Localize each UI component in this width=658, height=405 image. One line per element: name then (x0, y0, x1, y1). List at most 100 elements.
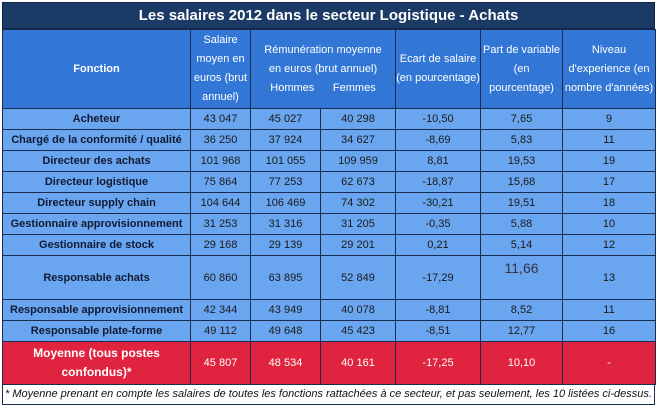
cell-hommes: 45 027 (250, 108, 321, 130)
cell-salaire: 42 344 (190, 299, 251, 321)
cell-fonction: Gestionnaire approvisionnement (2, 213, 191, 235)
cell-variable: 5,83 (480, 129, 564, 151)
cell-fonction: Directeur logistique (2, 171, 191, 193)
cell-variable: 8,52 (480, 299, 564, 321)
cell-salaire: 31 253 (190, 213, 251, 235)
cell-ecart: -30,21 (395, 192, 482, 214)
cell-hommes: 106 469 (250, 192, 321, 214)
cell-femmes: 40 078 (319, 299, 397, 321)
header-salaire-moyen: Salaire moyen en euros (brut annuel) (190, 29, 251, 109)
footnote: * Moyenne prenant en compte les salaires… (2, 385, 655, 405)
cell-variable: 11,66 (480, 255, 564, 300)
cell-experience: 12 (562, 234, 657, 256)
cell-ecart: 8,81 (395, 150, 482, 172)
cell-femmes: 31 205 (319, 213, 397, 235)
average-ecart: -17,25 (395, 341, 482, 385)
table-row: Gestionnaire approvisionnement 31 253 31 3… (2, 213, 657, 235)
table-row: Chargé de la conformité / qualité 36 250 3… (2, 129, 657, 151)
cell-variable: 5,14 (480, 234, 564, 256)
average-salaire: 45 807 (190, 341, 251, 385)
cell-fonction: Directeur des achats (2, 150, 191, 172)
cell-experience: 10 (562, 213, 657, 235)
table-row: Acheteur 43 047 45 027 40 298 -10,50 7,65 9 (2, 108, 657, 130)
cell-experience: 18 (562, 192, 657, 214)
cell-hommes: 77 253 (250, 171, 321, 193)
cell-fonction: Gestionnaire de stock (2, 234, 191, 256)
cell-salaire: 60 860 (190, 255, 251, 300)
cell-hommes: 43 949 (250, 299, 321, 321)
cell-femmes: 34 627 (319, 129, 397, 151)
cell-ecart: -8,69 (395, 129, 482, 151)
header-ecart: Ecart de salaire (en pourcentage) (395, 29, 482, 109)
cell-femmes: 40 298 (319, 108, 397, 130)
header-experience: Niveau d'experience (en nombre d'années) (562, 29, 657, 109)
cell-ecart: -0,35 (395, 213, 482, 235)
cell-hommes: 31 316 (250, 213, 321, 235)
cell-hommes: 29 139 (250, 234, 321, 256)
cell-femmes: 109 959 (319, 150, 397, 172)
header-femmes: Femmes (332, 81, 376, 94)
cell-femmes: 29 201 (319, 234, 397, 256)
cell-hommes: 101 055 (250, 150, 321, 172)
cell-experience: 19 (562, 150, 657, 172)
average-row: Moyenne (tous postes confondus)* 45 807 … (2, 341, 657, 385)
header-row: Fonction Salaire moyen en euros (brut an… (2, 29, 657, 109)
cell-ecart: -18,87 (395, 171, 482, 193)
cell-hommes: 37 924 (250, 129, 321, 151)
cell-salaire: 36 250 (190, 129, 251, 151)
table-row: Gestionnaire de stock 29 168 29 139 29 201 0… (2, 234, 657, 256)
average-hommes: 48 534 (250, 341, 321, 385)
cell-salaire: 43 047 (190, 108, 251, 130)
cell-experience: 9 (562, 108, 657, 130)
header-fonction: Fonction (2, 29, 191, 109)
table-row: Directeur des achats 101 968 101 055 109 95… (2, 150, 657, 172)
cell-variable: 5,88 (480, 213, 564, 235)
cell-ecart: -10,50 (395, 108, 482, 130)
header-remuneration-label: Rémunération moyenne en euros (brut annu… (264, 43, 382, 75)
cell-variable: 19,53 (480, 150, 564, 172)
average-variable: 10,10 (480, 341, 564, 385)
table-row: Responsable approvisionnement 42 344 43 94… (2, 299, 657, 321)
cell-ecart: -8,81 (395, 299, 482, 321)
cell-salaire: 75 864 (190, 171, 251, 193)
cell-hommes: 63 895 (250, 255, 321, 300)
cell-experience: 13 (562, 255, 657, 300)
cell-variable: 19,51 (480, 192, 564, 214)
header-variable: Part de variable (en pourcentage) (480, 29, 564, 109)
table-row: Directeur logistique 75 864 77 253 62 673 -1… (2, 171, 657, 193)
salary-table: Fonction Salaire moyen en euros (brut an… (2, 29, 657, 385)
cell-fonction: Responsable achats (2, 255, 191, 300)
cell-variable: 12,77 (480, 320, 564, 342)
table-row: Responsable achats 60 860 63 895 52 849 -17,… (2, 255, 657, 300)
cell-experience: 16 (562, 320, 657, 342)
cell-femmes: 62 673 (319, 171, 397, 193)
cell-femmes: 52 849 (319, 255, 397, 300)
cell-femmes: 45 423 (319, 320, 397, 342)
cell-ecart: -17,29 (395, 255, 482, 300)
average-femmes: 40 161 (319, 341, 397, 385)
header-remuneration: Rémunération moyenne en euros (brut annu… (249, 29, 397, 109)
cell-variable: 7,65 (480, 108, 564, 130)
cell-fonction: Acheteur (2, 108, 191, 130)
cell-experience: 11 (562, 129, 657, 151)
table-title: Les salaires 2012 dans le secteur Logist… (2, 2, 655, 29)
average-fonction: Moyenne (tous postes confondus)* (2, 341, 191, 385)
table-row: Responsable plate-forme 49 112 49 648 45 42… (2, 320, 657, 342)
cell-ecart: -8,51 (395, 320, 482, 342)
cell-salaire: 101 968 (190, 150, 251, 172)
cell-fonction: Responsable approvisionnement (2, 299, 191, 321)
cell-variable: 15,68 (480, 171, 564, 193)
cell-ecart: 0,21 (395, 234, 482, 256)
cell-fonction: Responsable plate-forme (2, 320, 191, 342)
average-experience: - (562, 341, 657, 385)
cell-salaire: 49 112 (190, 320, 251, 342)
cell-fonction: Directeur supply chain (2, 192, 191, 214)
cell-femmes: 74 302 (319, 192, 397, 214)
cell-salaire: 104 644 (190, 192, 251, 214)
header-hommes: Hommes (270, 81, 315, 94)
table-row: Directeur supply chain 104 644 106 469 74 3… (2, 192, 657, 214)
cell-hommes: 49 648 (250, 320, 321, 342)
cell-salaire: 29 168 (190, 234, 251, 256)
cell-experience: 11 (562, 299, 657, 321)
